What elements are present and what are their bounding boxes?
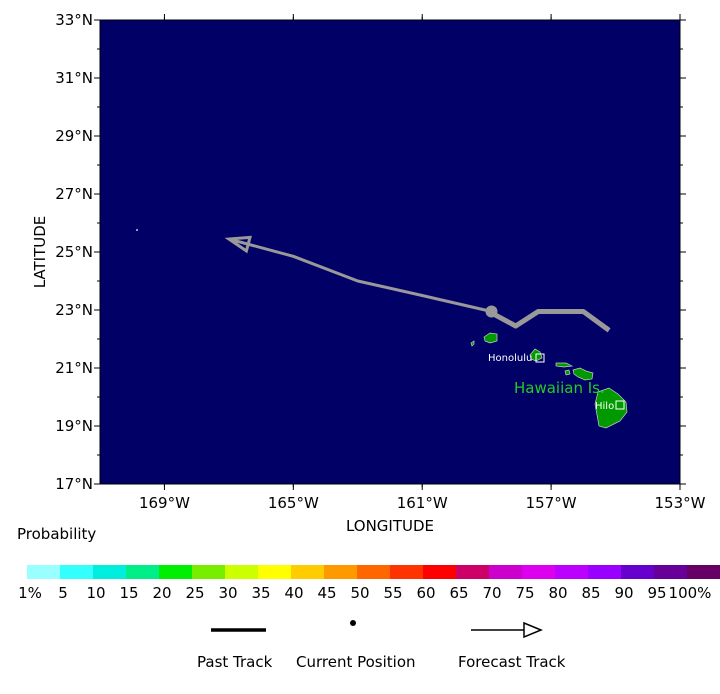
- colorbar-cell: [192, 565, 225, 579]
- colorbar-cell: [258, 565, 291, 579]
- colorbar-cell: [225, 565, 258, 579]
- colorbar-label: 25: [185, 584, 204, 602]
- lon-tick-label: 169°W: [139, 494, 190, 512]
- colorbar-cell: [588, 565, 621, 579]
- lat-tick-label: 33°N: [55, 11, 93, 29]
- island-niihau: [470, 340, 475, 347]
- colorbar-label: 50: [350, 584, 369, 602]
- city-label-hilo: Hilo: [595, 401, 614, 412]
- hilo-marker: [615, 400, 625, 410]
- colorbar-cell: [522, 565, 555, 579]
- colorbar-label: 55: [383, 584, 402, 602]
- colorbar-label: 100%: [669, 584, 712, 602]
- probability-colorbar: [27, 565, 720, 579]
- colorbar-label: 15: [119, 584, 138, 602]
- colorbar-cell: [390, 565, 423, 579]
- colorbar-cell: [126, 565, 159, 579]
- island-lanai: [564, 369, 571, 376]
- colorbar-cell: [27, 565, 60, 579]
- ocean-area: [100, 20, 680, 484]
- lat-tick-label: 21°N: [55, 359, 93, 377]
- colorbar-label: 65: [449, 584, 468, 602]
- city-label-honolulu: Honolulu: [488, 353, 532, 364]
- colorbar-label: 5: [58, 584, 68, 602]
- colorbar-label: 10: [86, 584, 105, 602]
- island-big-island: [594, 387, 628, 429]
- colorbar-cell: [654, 565, 687, 579]
- forecast-track-line: [228, 237, 492, 313]
- legend-forecast-arrowhead: [523, 621, 543, 639]
- lon-tick-label: 161°W: [397, 494, 448, 512]
- lat-tick-label: 23°N: [55, 301, 93, 319]
- lat-tick-label: 25°N: [55, 243, 93, 261]
- lat-tick-label: 27°N: [55, 185, 93, 203]
- probability-title: Probability: [17, 525, 97, 543]
- colorbar-label: 85: [581, 584, 600, 602]
- colorbar-label: 1%: [18, 584, 42, 602]
- colorbar-label: 45: [317, 584, 336, 602]
- colorbar-cell: [357, 565, 390, 579]
- latitude-ticks: 33°N 31°N 29°N 27°N 25°N 23°N 21°N 19°N 17°N: [55, 11, 686, 493]
- forecast-arrowhead: [224, 235, 252, 254]
- colorbar-label: 35: [251, 584, 270, 602]
- current-position-marker: [485, 305, 498, 318]
- legend-current-position-label: Current Position: [296, 653, 416, 671]
- colorbar-cell: [291, 565, 324, 579]
- lon-tick-label: 157°W: [526, 494, 577, 512]
- colorbar-label: 20: [152, 584, 171, 602]
- honolulu-marker: [535, 353, 545, 363]
- legend-forecast-track-label: Forecast Track: [458, 653, 566, 671]
- y-axis-title: LATITUDE: [31, 216, 49, 289]
- island-molokai: [555, 362, 574, 368]
- colorbar-cell: [555, 565, 588, 579]
- island-kauai: [483, 332, 498, 344]
- colorbar-label: 70: [482, 584, 501, 602]
- colorbar-cell: [687, 565, 720, 579]
- legend-current-position-dot: [350, 620, 356, 626]
- x-axis-title: LONGITUDE: [346, 517, 434, 535]
- past-track-line: [490, 309, 611, 333]
- colorbar-cell: [324, 565, 357, 579]
- colorbar-label: 60: [416, 584, 435, 602]
- colorbar-cell: [423, 565, 456, 579]
- lat-tick-label: 17°N: [55, 475, 93, 493]
- colorbar-cell: [159, 565, 192, 579]
- colorbar-cell: [456, 565, 489, 579]
- lat-tick-label: 19°N: [55, 417, 93, 435]
- colorbar-label: 40: [284, 584, 303, 602]
- longitude-ticks: 169°W 165°W 161°W 157°W 153°W: [139, 14, 706, 512]
- colorbar-label: 95: [647, 584, 666, 602]
- lon-tick-label: 153°W: [655, 494, 706, 512]
- colorbar-cell: [60, 565, 93, 579]
- lat-tick-label: 31°N: [55, 69, 93, 87]
- colorbar-cell: [93, 565, 126, 579]
- colorbar-label: 80: [548, 584, 567, 602]
- region-label: Hawaiian Is.: [514, 379, 605, 397]
- colorbar-label: 90: [614, 584, 633, 602]
- lat-tick-label: 29°N: [55, 127, 93, 145]
- colorbar-cell: [621, 565, 654, 579]
- island-speck: [136, 229, 138, 231]
- legend-past-track-label: Past Track: [197, 653, 273, 671]
- island-maui: [572, 367, 594, 381]
- probability-colorbar-labels: 1% 5 10 15 20 25 30 35 40 45 50 55 60 65 70 75 80 85 90 95 1…: [18, 584, 711, 602]
- colorbar-cell: [489, 565, 522, 579]
- colorbar-label: 30: [218, 584, 237, 602]
- lon-tick-label: 165°W: [268, 494, 319, 512]
- colorbar-label: 75: [515, 584, 534, 602]
